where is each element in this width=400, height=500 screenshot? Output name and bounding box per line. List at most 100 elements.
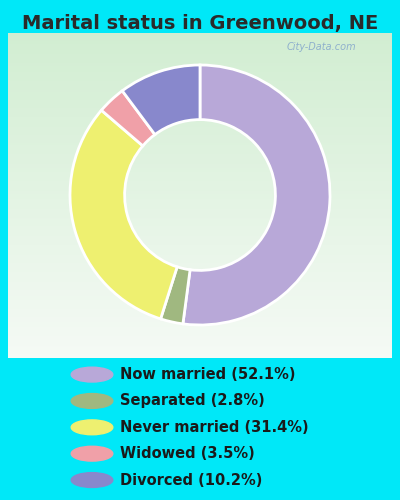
- Bar: [8, 216, 392, 218]
- Bar: [8, 234, 392, 235]
- Bar: [8, 86, 392, 88]
- Bar: [8, 108, 392, 110]
- Bar: [8, 224, 392, 226]
- Bar: [8, 93, 392, 94]
- Bar: [8, 114, 392, 115]
- Bar: [8, 162, 392, 164]
- Bar: [8, 205, 392, 206]
- Bar: [8, 242, 392, 244]
- Bar: [8, 184, 392, 185]
- Bar: [8, 296, 392, 297]
- Bar: [8, 283, 392, 284]
- Bar: [8, 204, 392, 205]
- Wedge shape: [102, 91, 155, 146]
- Bar: [8, 44, 392, 46]
- Bar: [8, 341, 392, 342]
- Bar: [8, 188, 392, 190]
- Bar: [8, 315, 392, 316]
- Bar: [8, 166, 392, 167]
- Bar: [8, 220, 392, 221]
- Bar: [8, 76, 392, 77]
- Bar: [8, 262, 392, 263]
- Bar: [8, 88, 392, 89]
- Bar: [8, 68, 392, 70]
- Bar: [8, 155, 392, 156]
- Bar: [8, 338, 392, 339]
- Bar: [8, 250, 392, 252]
- Text: Never married (31.4%): Never married (31.4%): [120, 420, 309, 435]
- Bar: [8, 101, 392, 102]
- Bar: [8, 115, 392, 116]
- Bar: [8, 238, 392, 240]
- Bar: [8, 32, 392, 34]
- Bar: [8, 230, 392, 231]
- Bar: [8, 65, 392, 66]
- Bar: [8, 140, 392, 141]
- Text: Separated (2.8%): Separated (2.8%): [120, 394, 265, 408]
- Bar: [8, 340, 392, 341]
- Wedge shape: [183, 65, 330, 325]
- Bar: [8, 62, 392, 63]
- Bar: [8, 193, 392, 194]
- Bar: [8, 221, 392, 222]
- Bar: [8, 208, 392, 209]
- Bar: [8, 218, 392, 219]
- Bar: [8, 192, 392, 193]
- Bar: [8, 297, 392, 298]
- Bar: [8, 183, 392, 184]
- Bar: [8, 256, 392, 257]
- Bar: [8, 349, 392, 350]
- Bar: [8, 64, 392, 65]
- Bar: [8, 94, 392, 96]
- Bar: [8, 249, 392, 250]
- Bar: [8, 142, 392, 143]
- Bar: [8, 336, 392, 337]
- Bar: [8, 231, 392, 232]
- Bar: [8, 181, 392, 182]
- Bar: [8, 339, 392, 340]
- Bar: [8, 77, 392, 78]
- Bar: [8, 79, 392, 80]
- Bar: [8, 310, 392, 311]
- Bar: [8, 41, 392, 42]
- Bar: [8, 352, 392, 353]
- Bar: [8, 179, 392, 180]
- Bar: [8, 80, 392, 81]
- Bar: [8, 228, 392, 230]
- Bar: [8, 104, 392, 105]
- Bar: [8, 273, 392, 274]
- Bar: [8, 153, 392, 154]
- Bar: [8, 176, 392, 178]
- Bar: [8, 298, 392, 299]
- Bar: [8, 306, 392, 308]
- Bar: [8, 55, 392, 56]
- Bar: [8, 292, 392, 294]
- Bar: [8, 197, 392, 198]
- Bar: [8, 105, 392, 106]
- Bar: [8, 254, 392, 256]
- Bar: [8, 110, 392, 112]
- Bar: [8, 106, 392, 108]
- Bar: [8, 259, 392, 260]
- Bar: [8, 70, 392, 72]
- Bar: [8, 116, 392, 117]
- Bar: [8, 178, 392, 179]
- Bar: [8, 112, 392, 114]
- Circle shape: [71, 367, 113, 382]
- Text: Divorced (10.2%): Divorced (10.2%): [120, 472, 262, 488]
- Bar: [8, 294, 392, 296]
- Bar: [8, 150, 392, 152]
- Circle shape: [71, 472, 113, 488]
- Wedge shape: [161, 267, 190, 324]
- Bar: [8, 131, 392, 132]
- Bar: [8, 63, 392, 64]
- Bar: [8, 252, 392, 254]
- Bar: [8, 159, 392, 160]
- Bar: [8, 174, 392, 176]
- Bar: [8, 180, 392, 181]
- Bar: [8, 36, 392, 37]
- Text: City-Data.com: City-Data.com: [286, 42, 356, 52]
- Bar: [8, 240, 392, 242]
- Bar: [8, 127, 392, 128]
- Wedge shape: [122, 65, 200, 134]
